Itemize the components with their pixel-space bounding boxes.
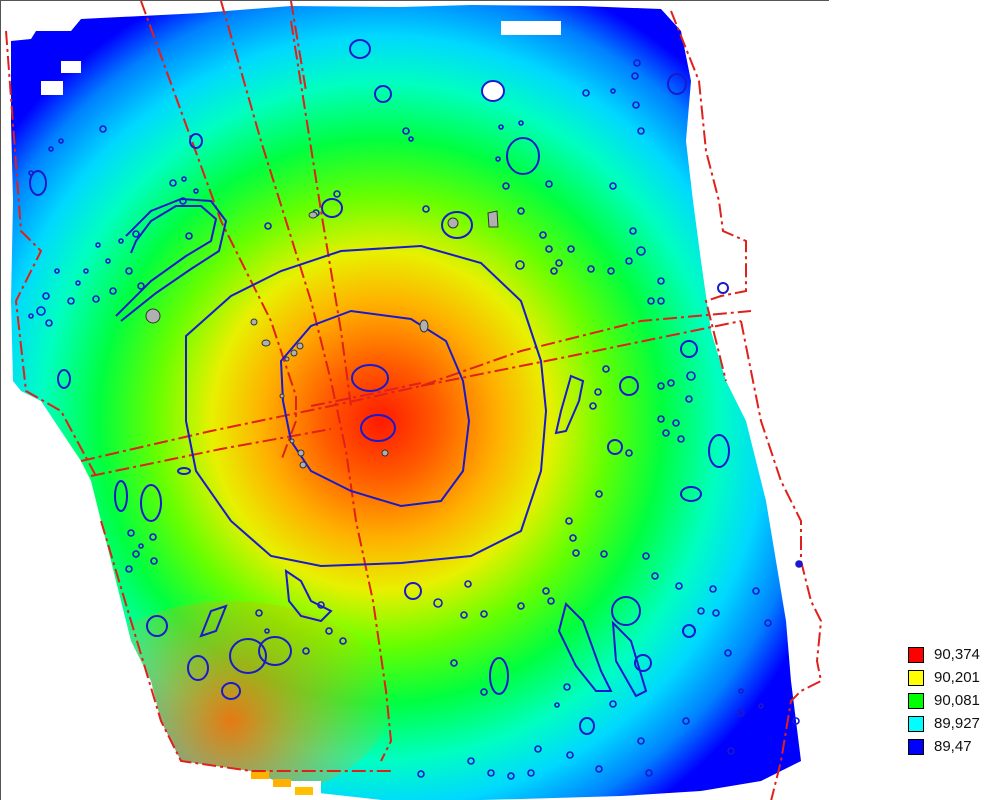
- legend-swatch-green: [908, 692, 924, 709]
- legend-item: 89,927: [908, 712, 1002, 735]
- legend: 90,374 90,201 90,081 89,927 89,47: [908, 643, 1002, 758]
- legend-label: 89,927: [934, 715, 980, 732]
- legend-swatch-red: [908, 646, 924, 663]
- heat-surface: [11, 5, 801, 800]
- legend-item: 90,081: [908, 689, 1002, 712]
- interpolated-surface-map: [5, 1, 823, 800]
- legend-label: 90,201: [934, 669, 980, 686]
- small-feature-marks: [28, 59, 803, 780]
- contour-lines: [29, 39, 730, 735]
- legend-item: 89,47: [908, 735, 1002, 758]
- legend-swatch-cyan: [908, 715, 924, 732]
- legend-swatch-blue: [908, 738, 924, 755]
- grey-features: [145, 210, 499, 469]
- boundary-lines: [5, 1, 823, 800]
- legend-label: 89,47: [934, 738, 972, 755]
- legend-item: 90,374: [908, 643, 1002, 666]
- raster-edge-stubs: [251, 771, 313, 795]
- legend-label: 90,374: [934, 646, 980, 663]
- map-view[interactable]: [0, 0, 829, 800]
- legend-label: 90,081: [934, 692, 980, 709]
- legend-item: 90,201: [908, 666, 1002, 689]
- legend-swatch-yellow: [908, 669, 924, 686]
